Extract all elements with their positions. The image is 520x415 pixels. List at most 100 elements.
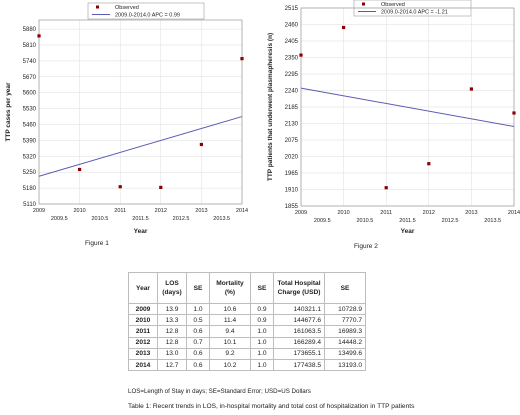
- table-cell: 0.6: [186, 325, 210, 338]
- x-minor-tick-label: 2011.5: [132, 216, 148, 222]
- x-minor-tick-label: 2010.5: [356, 218, 373, 224]
- table-cell: 12.8: [157, 325, 187, 338]
- y-tick-label: 5880: [23, 27, 37, 33]
- table-footnote: LOS=Length of Stay in days; SE=Standard …: [128, 388, 311, 395]
- x-tick-label: 2011: [380, 210, 392, 216]
- y-tick-label: 5390: [23, 138, 37, 144]
- plot-frame: [300, 7, 515, 207]
- table-cell: 13.9: [157, 302, 187, 316]
- y-tick-label: 2240: [285, 89, 299, 95]
- x-tick-label: 2010: [73, 208, 85, 214]
- table-cell: 13193.0: [324, 358, 366, 372]
- table-cell: 0.5: [186, 314, 210, 327]
- table-cell: 9.2: [209, 347, 251, 360]
- table-caption: Table 1: Recent trends in LOS, in-hospit…: [128, 403, 415, 410]
- table-row: 2014 12.7 0.6 10.2 1.0 177438.5 13193.0: [128, 358, 366, 372]
- y-tick-label: 5320: [23, 154, 37, 160]
- table-cell: 11.4: [209, 314, 251, 327]
- x-tick-label: 2009: [33, 208, 45, 214]
- data-point-2009: [299, 53, 303, 57]
- x-minor-tick-label: 2009.5: [314, 218, 331, 224]
- x-minor-tick-label: 2011.5: [399, 218, 415, 224]
- col-charge-se: SE: [324, 272, 366, 304]
- col-mortality-se: SE: [250, 272, 274, 304]
- table-cell: 0.9: [250, 314, 274, 327]
- y-tick-label: 2350: [285, 56, 299, 62]
- x-tick-label: 2010: [337, 210, 349, 216]
- table-cell: 1.0: [186, 302, 210, 316]
- table-cell: 2013: [128, 347, 158, 360]
- y-tick-label: 2515: [285, 6, 299, 12]
- col-mortality: Mortality (%): [209, 272, 251, 304]
- x-minor-tick-label: 2009.5: [51, 216, 68, 222]
- x-axis-title: Year: [401, 228, 415, 235]
- table-cell: 9.4: [209, 325, 251, 338]
- legend-observed-label: Observed: [115, 5, 139, 11]
- x-tick-label: 2013: [195, 208, 207, 214]
- table-cell: 2009: [128, 302, 158, 316]
- legend-observed-marker: [96, 5, 99, 9]
- table-cell: 0.6: [186, 358, 210, 372]
- y-axis-title: TTP cases per year: [5, 82, 12, 142]
- y-tick-label: 1965: [285, 171, 299, 177]
- y-tick-label: 5670: [23, 75, 37, 81]
- table-cell: 1.0: [250, 347, 274, 360]
- y-tick-label: 2460: [285, 23, 299, 29]
- plot-frame: [38, 19, 243, 205]
- legend-box: [87, 2, 205, 20]
- table-row: 2011 12.8 0.6 9.4 1.0 161063.5 16989.3: [128, 325, 366, 338]
- table-cell: 10.6: [209, 302, 251, 316]
- data-point-2010: [342, 25, 346, 30]
- y-tick-label: 2185: [285, 105, 299, 111]
- table-cell: 13.0: [157, 347, 187, 360]
- y-tick-label: 1855: [285, 204, 299, 210]
- data-point-2012: [427, 162, 431, 166]
- figure1-caption: Figure 1: [85, 240, 109, 247]
- table-cell: 173655.1: [273, 347, 325, 360]
- y-tick-label: 2295: [285, 72, 299, 78]
- y-tick-label: 5110: [23, 202, 37, 208]
- table-cell: 1.0: [250, 336, 274, 349]
- data-point-2009: [37, 34, 41, 38]
- table-cell: 2010: [128, 314, 158, 327]
- y-tick-label: 5530: [23, 107, 37, 113]
- y-tick-label: 5460: [23, 122, 37, 128]
- table-cell: 2012: [128, 336, 158, 349]
- y-axis-title: TTP patients that underwent plasmapheres…: [267, 33, 274, 181]
- data-point-2013: [469, 87, 473, 91]
- table-cell: 7770.7: [324, 314, 366, 327]
- data-point-2012: [159, 185, 163, 190]
- x-minor-tick-label: 2013.5: [213, 216, 230, 222]
- x-tick-label: 2011: [114, 208, 126, 214]
- y-tick-label: 2405: [285, 39, 299, 45]
- figure2-caption: Figure 2: [354, 243, 378, 250]
- table-cell: 1.0: [250, 358, 274, 372]
- table-row: 2013 13.0 0.6 9.2 1.0 173655.1 13499.6: [128, 347, 366, 360]
- table-cell: 12.8: [157, 336, 187, 349]
- table-row: 2012 12.8 0.7 10.1 1.0 166289.4 14448.2: [128, 336, 366, 349]
- x-tick-label: 2013: [465, 210, 477, 216]
- table-cell: 1.0: [250, 325, 274, 338]
- table-cell: 161063.5: [273, 325, 325, 338]
- table-cell: 12.7: [157, 358, 187, 372]
- y-tick-label: 5180: [23, 186, 37, 192]
- x-tick-label: 2012: [423, 210, 435, 216]
- legend-observed-marker: [362, 2, 365, 6]
- col-los-se: SE: [186, 272, 210, 304]
- x-axis-title: Year: [134, 228, 148, 235]
- x-minor-tick-label: 2012.5: [442, 218, 459, 224]
- data-point-2011: [118, 185, 122, 189]
- y-tick-label: 5600: [23, 91, 37, 97]
- table-row: 2010 13.3 0.5 11.4 0.9 144677.6 7770.7: [128, 314, 366, 327]
- table-cell: 14448.2: [324, 336, 366, 349]
- x-minor-tick-label: 2013.5: [484, 218, 501, 224]
- data-point-2014: [512, 111, 516, 115]
- y-tick-label: 2130: [285, 122, 299, 128]
- col-los: LOS (days): [157, 272, 187, 304]
- table-cell: 166289.4: [273, 336, 325, 349]
- table-cell: 16989.3: [324, 325, 366, 338]
- table-cell: 140321.1: [273, 302, 325, 316]
- x-tick-label: 2012: [155, 208, 167, 214]
- table-header-row: Year LOS (days) SE Mortality (%) SE Tota…: [128, 272, 366, 304]
- legend-trend-label: 2009.0-2014.0 APC = -1.21: [381, 10, 448, 16]
